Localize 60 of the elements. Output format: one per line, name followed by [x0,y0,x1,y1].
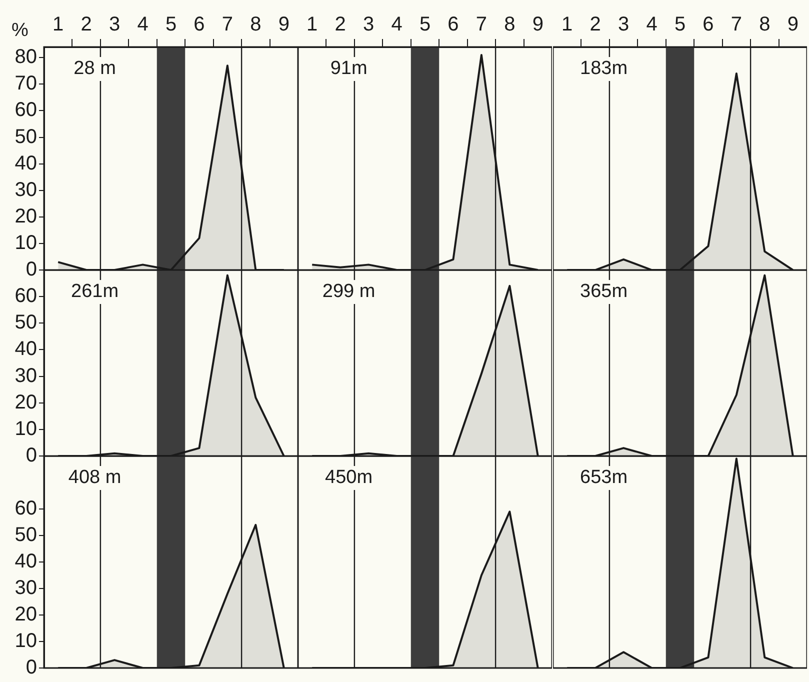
x-tick-label: 6 [702,14,714,36]
y-tick-label: 10 [14,418,37,440]
y-tick-label: 60 [14,99,37,122]
text: 28 m [74,58,116,80]
y-tick-label: 0 [26,258,37,281]
y-tick-label: 10 [14,630,37,652]
text: 261m [71,281,119,302]
x-tick-label: 9 [278,14,290,36]
x-tick-label: 7 [730,14,742,36]
x-tick-label: 3 [363,14,374,36]
x-tick-label: 4 [137,14,148,36]
x-tick-label: 1 [52,14,64,36]
y-tick-label: 20 [14,205,37,228]
y-tick-label: 40 [14,550,37,572]
x-tick-label: 5 [165,14,177,36]
x-tick-label: 1 [306,14,318,36]
y-tick-label: 30 [14,364,37,387]
y-tick-label: 40 [14,338,37,360]
x-tick-label: 7 [222,14,234,36]
y-tick-label: 40 [14,152,37,174]
text: 653m [580,466,628,488]
x-tick-label: 9 [786,14,798,36]
x-tick-label: 6 [448,14,460,36]
x-tick-label: 2 [335,14,346,36]
y-tick-label: 0 [26,656,37,678]
text: 408 m [68,466,122,488]
x-tick-label: 3 [618,14,629,36]
x-tick-label: 4 [646,14,657,36]
y-tick-label: 20 [14,391,37,414]
text: 299 m [322,281,376,302]
text: 365m [580,281,628,302]
text: 183m [580,58,628,80]
y-tick-label: 0 [26,444,37,466]
y-tick-label: 20 [14,603,37,626]
x-tick-label: 8 [758,14,770,36]
y-axis-title: % [12,20,29,42]
y-tick-label: 60 [14,497,37,520]
x-tick-label: 5 [420,14,431,36]
x-tick-label: 9 [532,14,544,36]
x-tick-label: 6 [194,14,205,36]
x-tick-label: 7 [476,14,488,36]
text: 91m [330,58,368,80]
y-tick-label: 30 [14,576,37,599]
y-tick-label: 10 [14,232,37,254]
x-tick-label: 3 [108,14,120,36]
y-tick-label: 50 [14,126,37,148]
x-tick-label: 5 [674,14,686,36]
x-tick-label: 8 [250,14,262,36]
y-tick-label: 50 [14,312,37,334]
y-tick-label: 80 [14,46,37,68]
y-tick-label: 50 [14,524,37,546]
x-tick-label: 1 [561,14,572,36]
y-tick-label: 70 [14,72,37,95]
x-tick-label: 2 [589,14,601,36]
x-tick-label: 4 [392,14,403,36]
y-tick-label: 30 [14,178,37,201]
y-tick-label: 60 [14,285,37,308]
x-tick-label: 8 [504,14,516,36]
text: 450m [325,466,373,488]
x-tick-label: 2 [80,14,92,36]
